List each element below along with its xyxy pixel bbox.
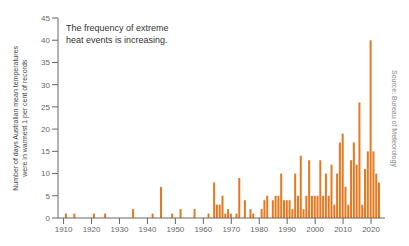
svg-text:1980: 1980 xyxy=(250,225,268,234)
svg-text:1970: 1970 xyxy=(222,225,240,234)
html-text:Number of days Australian mean: Number of days Australian mean temperatu… xyxy=(11,45,28,191)
svg-text:45: 45 xyxy=(41,14,50,23)
svg-text:2010: 2010 xyxy=(334,225,352,234)
html-text:The frequency of extreme heat: The frequency of extreme heat events is … xyxy=(66,23,169,46)
svg-text:2020: 2020 xyxy=(362,225,380,234)
svg-text:25: 25 xyxy=(41,103,50,112)
svg-text:5: 5 xyxy=(46,192,51,201)
svg-text:15: 15 xyxy=(41,147,50,156)
svg-text:1990: 1990 xyxy=(278,225,296,234)
svg-text:1950: 1950 xyxy=(166,225,184,234)
svg-text:10: 10 xyxy=(41,169,50,178)
svg-text:0: 0 xyxy=(46,214,51,223)
svg-text:1930: 1930 xyxy=(111,225,129,234)
svg-text:1920: 1920 xyxy=(83,225,101,234)
svg-text:2000: 2000 xyxy=(306,225,324,234)
svg-text:40: 40 xyxy=(41,36,50,45)
html-text:Source: Bureau of Meteorology: Source: Bureau of Meteorology xyxy=(390,69,398,167)
svg-text:20: 20 xyxy=(41,125,50,134)
svg-text:30: 30 xyxy=(41,81,50,90)
svg-text:1910: 1910 xyxy=(55,225,73,234)
svg-text:1960: 1960 xyxy=(194,225,212,234)
svg-text:1940: 1940 xyxy=(139,225,157,234)
svg-text:35: 35 xyxy=(41,58,50,67)
